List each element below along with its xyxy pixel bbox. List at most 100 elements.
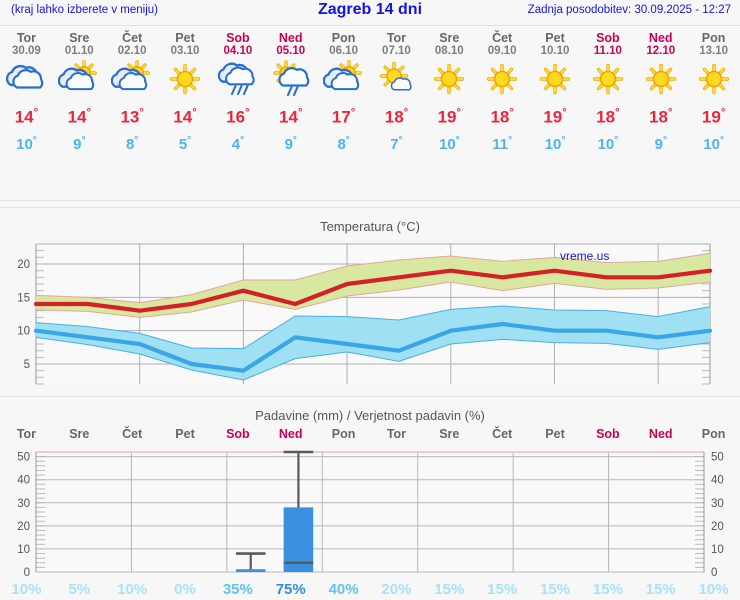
precipitation-day-label: Pon <box>331 427 356 441</box>
degree-sign: ° <box>86 107 92 119</box>
max-temperature-value: 14 <box>14 107 34 127</box>
precipitation-probability-row: 10% 5% 10% 0% 35% 75% 40% 20% 15% 15% 15% 15% 15% 10% <box>0 581 740 599</box>
header-divider <box>0 25 740 26</box>
svg-text:40: 40 <box>711 475 724 487</box>
day-of-week-label: Pon <box>701 31 726 45</box>
degree-sign: ° <box>455 134 460 146</box>
min-temperature: 10° <box>703 130 724 156</box>
precipitation-probability-value: 15% <box>540 581 571 598</box>
degree-sign: ° <box>81 134 86 146</box>
precipitation-probability-value: 10% <box>117 581 148 598</box>
degree-sign: ° <box>292 134 297 146</box>
svg-text:50: 50 <box>17 452 30 464</box>
min-temperature-value: 9 <box>73 135 82 153</box>
degree-sign: ° <box>509 107 514 119</box>
day-of-week-label: Pet <box>175 31 195 45</box>
day-of-week-label: Ned <box>278 31 303 45</box>
max-temperature: 16° <box>226 101 249 130</box>
day-date-label: 10.10 <box>540 45 570 57</box>
overcast-rain-icon <box>217 59 259 101</box>
day-column[interactable]: Pet 03.10 14° 5° <box>159 28 212 168</box>
day-date-label: 03.10 <box>170 45 200 57</box>
page-header: (kraj lahko izberete v meniju) Zagreb 14… <box>0 0 740 26</box>
degree-sign: ° <box>456 107 462 119</box>
day-column[interactable]: Ned 12.10 18° 9° <box>634 28 687 168</box>
min-temperature: 5° <box>179 130 191 156</box>
min-temperature-value: 10 <box>16 135 33 153</box>
max-temperature: 18° <box>596 101 619 130</box>
day-column[interactable]: Ned 05.10 14° 9° <box>264 28 317 168</box>
watermark-label: vreme.us <box>560 249 609 263</box>
day-column[interactable]: Čet 02.10 13° 8° <box>106 28 159 168</box>
degree-sign: ° <box>667 107 673 119</box>
precipitation-day-label: Čet <box>122 427 143 441</box>
max-temperature: 19° <box>702 101 725 130</box>
max-temperature-value: 19 <box>543 107 563 127</box>
day-of-week-label: Sre <box>439 31 460 45</box>
min-temperature: 9° <box>655 130 667 156</box>
day-date-label: 09.10 <box>487 45 517 57</box>
degree-sign: ° <box>32 134 37 146</box>
precipitation-probability-value: 15% <box>487 581 518 598</box>
day-date-label: 13.10 <box>699 45 728 57</box>
min-temperature: 8° <box>337 130 349 156</box>
degree-sign: ° <box>562 107 567 119</box>
degree-sign: ° <box>662 134 667 146</box>
day-date-label: 04.10 <box>223 45 253 57</box>
svg-text:10: 10 <box>17 544 30 556</box>
day-date-label: 06.10 <box>329 45 358 57</box>
precipitation-day-labels: Tor Sre Čet Pet Sob Ned Pon Tor Sre Čet Pet Sob Ned P… <box>0 427 740 443</box>
min-temperature: 10° <box>545 130 566 156</box>
max-temperature: 18° <box>490 101 513 130</box>
sun-icon <box>481 59 523 101</box>
max-temperature: 17° <box>332 101 355 130</box>
min-temperature-value: 9 <box>654 135 663 153</box>
day-column[interactable]: Pon 13.10 19° 10° <box>687 28 740 168</box>
temperature-chart-title: Temperatura (°C) <box>0 219 740 234</box>
day-column[interactable]: Sre 01.10 14° 9° <box>53 28 106 168</box>
day-column[interactable]: Sob 11.10 18° 10° <box>581 28 634 168</box>
precipitation-probability-value: 15% <box>645 581 676 598</box>
degree-sign: ° <box>508 134 513 146</box>
min-temperature: 4° <box>232 130 244 156</box>
day-date-label: 12.10 <box>646 45 676 57</box>
day-column[interactable]: Čet 09.10 18° 11° <box>476 28 529 168</box>
day-of-week-label: Tor <box>386 31 407 45</box>
section-divider-top <box>0 200 740 201</box>
day-date-label: 11.10 <box>593 45 622 57</box>
svg-text:30: 30 <box>17 498 30 510</box>
precipitation-day-label: Čet <box>492 427 513 441</box>
day-date-label: 01.10 <box>64 45 94 57</box>
precipitation-probability-value: 35% <box>222 581 253 598</box>
sun-cloud-icon <box>111 59 153 101</box>
min-temperature-value: 10 <box>544 135 562 153</box>
precipitation-chart: 0 0 10 10 20 20 30 30 40 40 50 50 <box>0 446 740 581</box>
day-column[interactable]: Tor 07.10 18° 7° <box>370 28 423 168</box>
precipitation-probability-value: 40% <box>328 581 359 598</box>
max-temperature: 19° <box>438 101 461 130</box>
max-temperature: 14° <box>279 101 302 130</box>
precipitation-day-label: Sob <box>596 427 620 441</box>
svg-text:5: 5 <box>24 359 30 371</box>
max-temperature-value: 19 <box>437 107 457 127</box>
day-date-label: 30.09 <box>12 45 41 57</box>
day-of-week-label: Čet <box>122 31 143 45</box>
sun-icon <box>428 59 470 101</box>
svg-text:20: 20 <box>711 521 724 533</box>
min-temperature-value: 10 <box>703 135 720 153</box>
degree-sign: ° <box>615 107 620 119</box>
day-of-week-label: Sob <box>596 31 620 45</box>
day-column[interactable]: Tor 30.09 14° 10° <box>0 28 53 168</box>
day-column[interactable]: Pet 10.10 19° 10° <box>529 28 582 168</box>
day-of-week-label: Pon <box>331 31 356 45</box>
precipitation-probability-value: 10% <box>698 581 729 598</box>
precipitation-probability-value: 15% <box>434 581 465 598</box>
degree-sign: ° <box>139 107 144 119</box>
degree-sign: ° <box>245 107 250 119</box>
degree-sign: ° <box>403 107 409 119</box>
day-column[interactable]: Pon 06.10 17° 8° <box>317 28 370 168</box>
degree-sign: ° <box>561 134 566 146</box>
day-column[interactable]: Sre 08.10 19° 10° <box>423 28 476 168</box>
degree-sign: ° <box>240 134 245 146</box>
day-column[interactable]: Sob 04.10 16° 4° <box>211 28 264 168</box>
